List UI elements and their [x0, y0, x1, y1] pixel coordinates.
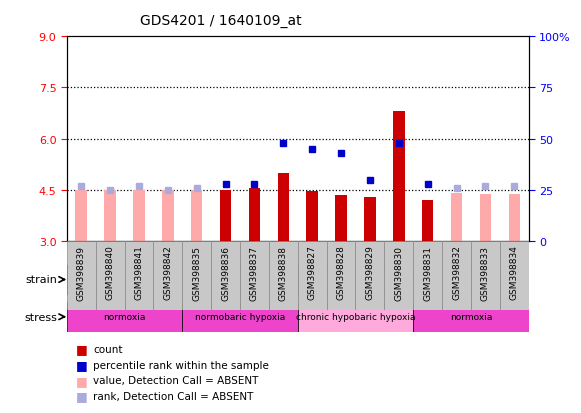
Text: normoxia: normoxia — [450, 313, 492, 321]
Text: GSM398840: GSM398840 — [106, 245, 114, 300]
Text: GSM398828: GSM398828 — [336, 245, 346, 300]
Text: GSM398831: GSM398831 — [423, 245, 432, 300]
Bar — [442, 242, 471, 310]
Bar — [133, 190, 145, 242]
Bar — [471, 242, 500, 310]
Text: dmDys: dmDys — [394, 275, 433, 285]
Text: ■: ■ — [76, 374, 87, 387]
Text: ■: ■ — [76, 389, 87, 403]
Bar — [297, 265, 529, 295]
Bar — [335, 196, 347, 242]
Bar — [182, 302, 297, 332]
Bar — [306, 191, 318, 242]
Bar — [191, 190, 203, 242]
Text: chronic hypobaric hypoxia: chronic hypobaric hypoxia — [296, 313, 415, 321]
Bar — [105, 190, 116, 242]
Text: GSM398832: GSM398832 — [452, 245, 461, 300]
Text: ■: ■ — [76, 342, 87, 356]
Bar — [182, 242, 211, 310]
Text: GSM398827: GSM398827 — [308, 245, 317, 300]
Text: GSM398835: GSM398835 — [192, 245, 201, 300]
Bar — [500, 242, 529, 310]
Bar — [67, 265, 298, 295]
Bar — [278, 173, 289, 242]
Text: value, Detection Call = ABSENT: value, Detection Call = ABSENT — [93, 375, 259, 385]
Bar — [67, 302, 182, 332]
Bar — [413, 242, 442, 310]
Bar — [508, 195, 520, 242]
Text: normobaric hypoxia: normobaric hypoxia — [195, 313, 285, 321]
Text: GSM398833: GSM398833 — [481, 245, 490, 300]
Text: ■: ■ — [76, 358, 87, 371]
Bar — [269, 242, 298, 310]
Bar — [211, 242, 240, 310]
Bar — [413, 302, 529, 332]
Bar — [422, 201, 433, 242]
Bar — [240, 242, 269, 310]
Bar — [356, 242, 385, 310]
Bar — [480, 195, 491, 242]
Text: GSM398830: GSM398830 — [394, 245, 403, 300]
Text: GSM398837: GSM398837 — [250, 245, 259, 300]
Text: GSM398842: GSM398842 — [163, 245, 173, 299]
Bar — [364, 197, 376, 242]
Text: rank, Detection Call = ABSENT: rank, Detection Call = ABSENT — [93, 391, 253, 401]
Bar — [67, 242, 96, 310]
Bar — [124, 242, 153, 310]
Bar — [96, 242, 124, 310]
Text: percentile rank within the sample: percentile rank within the sample — [93, 360, 269, 370]
Text: GSM398838: GSM398838 — [279, 245, 288, 300]
Text: stress: stress — [25, 312, 58, 322]
Bar — [153, 242, 182, 310]
Text: GSM398829: GSM398829 — [365, 245, 374, 300]
Text: GSM398836: GSM398836 — [221, 245, 230, 300]
Bar — [220, 190, 231, 242]
Bar — [327, 242, 356, 310]
Text: wild type: wild type — [157, 275, 208, 285]
Text: count: count — [93, 344, 123, 354]
Text: GDS4201 / 1640109_at: GDS4201 / 1640109_at — [140, 14, 302, 28]
Bar — [297, 242, 327, 310]
Text: GSM398839: GSM398839 — [77, 245, 86, 300]
Bar — [385, 242, 413, 310]
Text: normoxia: normoxia — [103, 313, 146, 321]
Bar — [393, 112, 404, 242]
Bar — [451, 194, 462, 242]
Text: GSM398841: GSM398841 — [134, 245, 144, 300]
Bar — [76, 190, 87, 242]
Text: GSM398834: GSM398834 — [510, 245, 519, 300]
Text: strain: strain — [26, 275, 58, 285]
Bar — [162, 190, 174, 242]
Bar — [249, 189, 260, 242]
Bar — [297, 302, 413, 332]
